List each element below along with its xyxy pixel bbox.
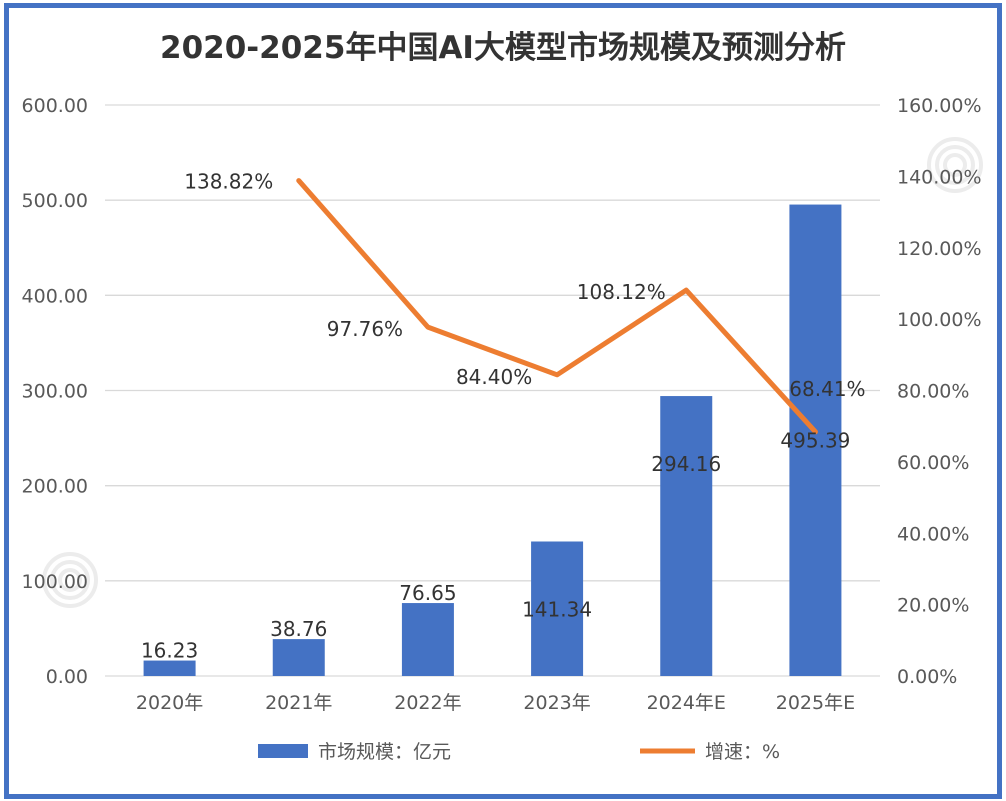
x-axis-tick: 2022年 — [394, 692, 461, 714]
left-axis-tick: 100.00 — [22, 571, 88, 593]
watermark-logo-icon — [935, 145, 975, 185]
bar-2020年 — [143, 660, 196, 676]
legend-bar-swatch — [258, 744, 308, 758]
watermark-logo-icon — [943, 153, 967, 177]
line-data-label: 68.41% — [789, 377, 865, 401]
right-axis-tick: 80.00% — [897, 381, 969, 403]
left-axis-tick: 500.00 — [22, 190, 88, 212]
right-axis-tick: 120.00% — [897, 238, 982, 260]
line-data-label: 138.82% — [184, 170, 273, 194]
left-axis-tick: 300.00 — [22, 381, 88, 403]
x-axis-tick: 2020年 — [136, 692, 203, 714]
x-axis-tick: 2024年E — [647, 692, 726, 714]
bar-2022年 — [401, 603, 454, 676]
right-axis-tick: 40.00% — [897, 523, 969, 545]
bar-2025年E — [789, 204, 842, 677]
chart-title: 2020-2025年中国AI大模型市场规模及预测分析 — [160, 30, 846, 66]
bar-2024年E — [660, 396, 713, 676]
left-axis-tick: 0.00 — [46, 666, 88, 688]
x-axis-tick: 2021年 — [265, 692, 332, 714]
right-axis-tick: 0.00% — [897, 666, 957, 688]
right-axis-tick: 60.00% — [897, 452, 969, 474]
growth-line — [296, 178, 818, 435]
right-axis-tick: 20.00% — [897, 595, 969, 617]
bar-data-label: 76.65 — [399, 581, 456, 605]
x-axis-tick: 2023年 — [523, 692, 590, 714]
bar-2023年 — [531, 541, 584, 676]
left-axis-tick: 200.00 — [22, 476, 88, 498]
bar-data-label: 16.23 — [141, 639, 198, 663]
bar-data-label: 38.76 — [270, 617, 327, 641]
bar-data-label: 495.39 — [780, 429, 850, 453]
left-axis-tick: 400.00 — [22, 285, 88, 307]
line-data-label: 97.76% — [327, 317, 403, 341]
line-data-label: 84.40% — [456, 365, 532, 389]
x-axis-tick: 2025年E — [776, 692, 855, 714]
right-axis-tick: 140.00% — [897, 166, 982, 188]
watermark-logo-icon — [927, 137, 983, 193]
line-data-label: 108.12% — [577, 280, 666, 304]
watermark-logo-icon — [58, 568, 82, 592]
right-axis-tick: 160.00% — [897, 95, 982, 117]
left-axis-tick: 600.00 — [22, 95, 88, 117]
legend-line-label: 增速：% — [705, 741, 780, 763]
bar-2021年 — [272, 639, 325, 676]
right-axis-tick: 100.00% — [897, 309, 982, 331]
legend-bar-label: 市场规模：亿元 — [318, 741, 451, 763]
watermark-logo-icon — [42, 552, 98, 608]
bar-data-label: 141.34 — [522, 597, 592, 621]
watermark-logo-icon — [50, 560, 90, 600]
bar-data-label: 294.16 — [651, 452, 721, 476]
